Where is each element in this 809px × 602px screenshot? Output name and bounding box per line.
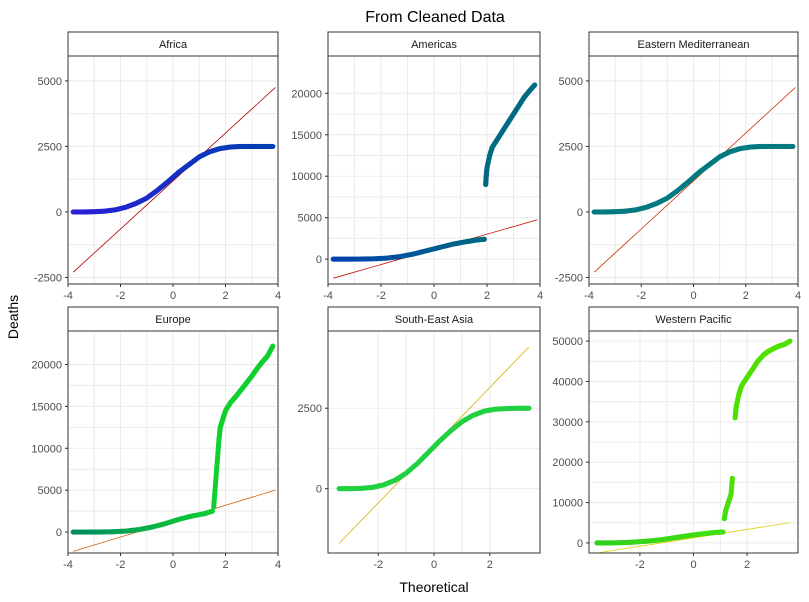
- data-points: [594, 338, 793, 546]
- x-tick-label: -2: [116, 290, 126, 302]
- y-tick-label: 5000: [38, 76, 62, 88]
- facet-strip: [67, 31, 279, 57]
- x-tick-label: 0: [690, 559, 696, 571]
- y-tick-label: 20000: [31, 360, 62, 372]
- facet-strip: [327, 31, 541, 57]
- y-tick-label: 20000: [291, 88, 322, 100]
- x-tick-label: 0: [170, 559, 176, 571]
- panel-africa: Africa -4 -2 0 2 4 -2500 0 2500 5000: [34, 31, 281, 302]
- x-tick-label: 4: [275, 559, 281, 571]
- x-tick-label: 0: [170, 290, 176, 302]
- panel-south-east-asia: South-East Asia -2 0 2 0 2500: [298, 306, 541, 571]
- data-point: [270, 143, 276, 150]
- y-tick-label: 5000: [38, 485, 62, 497]
- qq-reference-line: [596, 522, 791, 554]
- data-point: [209, 508, 215, 514]
- data-points: [591, 143, 796, 215]
- data-points: [336, 405, 532, 492]
- x-tick-label: 2: [222, 290, 228, 302]
- y-tick-label: 0: [316, 254, 322, 266]
- x-tick-label: 4: [537, 290, 543, 302]
- x-tick-label: -4: [584, 290, 594, 302]
- x-tick-label: -2: [116, 559, 126, 571]
- y-tick-label: 2500: [559, 141, 583, 153]
- x-tick-label: 0: [431, 559, 437, 571]
- data-point: [729, 475, 735, 481]
- x-tick-label: -4: [63, 559, 73, 571]
- x-tick-label: 0: [431, 290, 437, 302]
- y-tick-label: 20000: [552, 457, 583, 469]
- panel-americas: Americas -4 -2 0 2 4 0 5000 10000 15000 20000: [291, 31, 543, 302]
- x-tick-label: -2: [635, 559, 645, 571]
- qq-reference-line: [72, 87, 276, 273]
- data-points: [70, 143, 276, 215]
- y-tick-label: 30000: [552, 417, 583, 429]
- y-tick-label: 0: [56, 527, 62, 539]
- x-tick-label: -2: [376, 290, 386, 302]
- y-tick-label: 10000: [291, 171, 322, 183]
- facet-strip: [327, 306, 541, 332]
- y-tick-label: 10000: [31, 443, 62, 455]
- facet-strip-label: Western Pacific: [655, 314, 732, 326]
- x-axis-title: Theoretical: [399, 579, 468, 595]
- facet-strip-label: Americas: [411, 39, 457, 51]
- data-points: [70, 343, 276, 535]
- data-point: [720, 529, 726, 535]
- x-tick-label: 2: [487, 559, 493, 571]
- x-tick-label: 2: [744, 559, 750, 571]
- y-tick-label: 0: [577, 207, 583, 219]
- x-tick-label: 2: [743, 290, 749, 302]
- y-tick-label: 50000: [552, 336, 583, 348]
- x-tick-label: -4: [323, 290, 333, 302]
- grid-lines: [589, 56, 798, 284]
- facet-strip-label: Europe: [155, 314, 190, 326]
- y-axis-title: Deaths: [5, 295, 21, 339]
- x-tick-label: 4: [795, 290, 801, 302]
- x-tick-label: -4: [63, 290, 73, 302]
- y-tick-label: 40000: [552, 376, 583, 388]
- facet-strip-label: Africa: [159, 39, 188, 51]
- x-tick-label: 2: [222, 559, 228, 571]
- y-tick-label: 15000: [291, 130, 322, 142]
- y-tick-label: 2500: [38, 141, 62, 153]
- facet-strip-label: Eastern Mediterranean: [638, 39, 750, 51]
- y-tick-label: 2500: [298, 403, 322, 415]
- y-tick-label: 5000: [298, 213, 322, 225]
- y-tick-label: 15000: [31, 401, 62, 413]
- y-tick-label: 0: [316, 484, 322, 496]
- x-tick-label: -2: [373, 559, 383, 571]
- facet-strip: [67, 306, 279, 332]
- qq-reference-line: [593, 87, 796, 273]
- y-tick-label: 10000: [552, 498, 583, 510]
- data-point: [526, 405, 532, 411]
- data-point: [270, 343, 276, 349]
- data-points: [330, 82, 538, 262]
- x-tick-label: -2: [636, 290, 646, 302]
- panel-europe: Europe -4 -2 0 2 4 0 5000 10000 15000 20000: [31, 306, 281, 571]
- x-tick-label: 2: [484, 290, 490, 302]
- panel-eastern-mediterranean: Eastern Mediterranean -4 -2 0 2 4 -2500 0 2500 50…: [555, 31, 801, 302]
- panel-western-pacific: Western Pacific -2 0 2 0 10000 20000 30000 40000…: [552, 306, 799, 571]
- data-point: [532, 82, 538, 88]
- grid-lines: [68, 56, 278, 284]
- data-point: [787, 338, 793, 344]
- x-tick-label: 4: [275, 290, 281, 302]
- y-tick-label: 0: [577, 538, 583, 550]
- facet-strip-label: South-East Asia: [395, 314, 474, 326]
- y-tick-label: 0: [56, 207, 62, 219]
- y-tick-label: 5000: [559, 76, 583, 88]
- x-tick-label: 0: [690, 290, 696, 302]
- data-point: [790, 143, 796, 150]
- grid-lines: [328, 331, 540, 553]
- y-tick-label: -2500: [555, 272, 583, 284]
- grid-lines: [68, 331, 278, 553]
- grid-lines: [589, 331, 798, 553]
- data-point: [481, 236, 487, 242]
- y-tick-label: -2500: [34, 272, 62, 284]
- figure-title: From Cleaned Data: [365, 9, 505, 26]
